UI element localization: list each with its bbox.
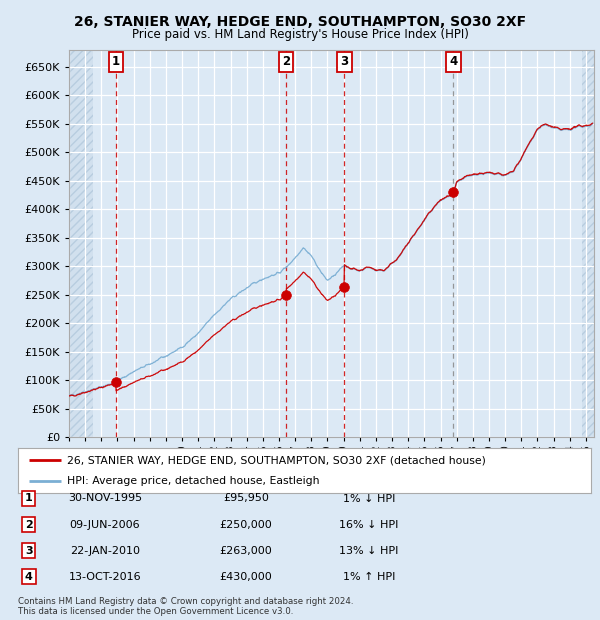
Text: This data is licensed under the Open Government Licence v3.0.: This data is licensed under the Open Gov… [18,607,293,616]
Text: 1% ↑ HPI: 1% ↑ HPI [343,572,395,582]
Text: £430,000: £430,000 [220,572,272,582]
Text: 13% ↓ HPI: 13% ↓ HPI [340,546,398,556]
Text: 3: 3 [25,546,32,556]
Text: 1% ↓ HPI: 1% ↓ HPI [343,494,395,503]
Text: 4: 4 [449,55,457,68]
Text: 13-OCT-2016: 13-OCT-2016 [68,572,142,582]
Text: 3: 3 [340,55,349,68]
Text: 16% ↓ HPI: 16% ↓ HPI [340,520,398,529]
Text: 22-JAN-2010: 22-JAN-2010 [70,546,140,556]
Text: £250,000: £250,000 [220,520,272,529]
Text: £263,000: £263,000 [220,546,272,556]
Text: 30-NOV-1995: 30-NOV-1995 [68,494,142,503]
Text: 2: 2 [25,520,32,529]
Text: Contains HM Land Registry data © Crown copyright and database right 2024.: Contains HM Land Registry data © Crown c… [18,597,353,606]
Text: 26, STANIER WAY, HEDGE END, SOUTHAMPTON, SO30 2XF: 26, STANIER WAY, HEDGE END, SOUTHAMPTON,… [74,16,526,30]
Text: HPI: Average price, detached house, Eastleigh: HPI: Average price, detached house, East… [67,476,319,486]
Text: Price paid vs. HM Land Registry's House Price Index (HPI): Price paid vs. HM Land Registry's House … [131,28,469,41]
Text: 1: 1 [25,494,32,503]
Text: 4: 4 [25,572,33,582]
Text: 09-JUN-2006: 09-JUN-2006 [70,520,140,529]
Text: 26, STANIER WAY, HEDGE END, SOUTHAMPTON, SO30 2XF (detached house): 26, STANIER WAY, HEDGE END, SOUTHAMPTON,… [67,455,485,466]
Text: 1: 1 [112,55,120,68]
Text: £95,950: £95,950 [223,494,269,503]
Text: 2: 2 [282,55,290,68]
